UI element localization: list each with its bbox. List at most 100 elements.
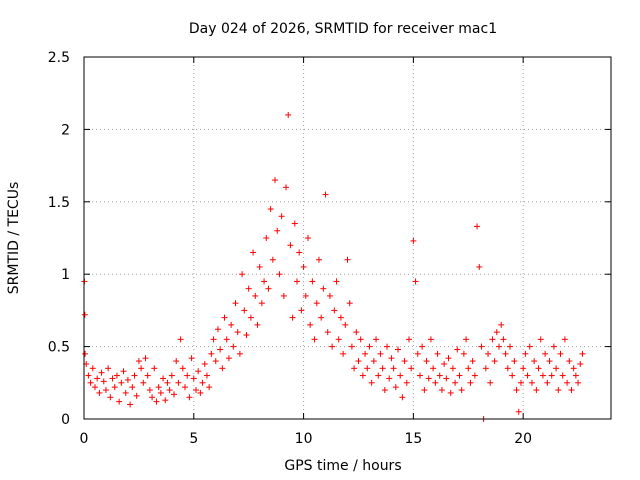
y-tick-label: 0.5 bbox=[48, 340, 70, 356]
data-point bbox=[326, 292, 333, 299]
data-point bbox=[397, 372, 404, 379]
data-point bbox=[175, 379, 182, 386]
data-point bbox=[263, 235, 270, 241]
data-point bbox=[296, 249, 303, 256]
data-point bbox=[399, 394, 406, 401]
data-point bbox=[85, 372, 92, 379]
data-point bbox=[186, 394, 193, 401]
data-point bbox=[214, 326, 221, 333]
y-tick-label: 2.5 bbox=[48, 50, 70, 66]
data-point bbox=[515, 408, 522, 415]
data-point bbox=[81, 311, 88, 318]
data-point bbox=[313, 300, 320, 307]
data-point bbox=[544, 379, 551, 386]
data-point bbox=[500, 336, 507, 343]
data-point bbox=[496, 343, 503, 350]
data-point bbox=[432, 379, 439, 386]
data-point bbox=[410, 237, 417, 244]
data-point bbox=[113, 372, 120, 379]
data-point bbox=[416, 372, 423, 379]
data-point bbox=[408, 365, 415, 372]
data-point bbox=[346, 300, 353, 307]
data-point bbox=[485, 350, 492, 357]
y-axis-label: SRMTID / TECUs bbox=[6, 182, 22, 295]
data-point bbox=[250, 249, 257, 256]
data-point bbox=[247, 314, 254, 321]
data-point bbox=[522, 350, 529, 357]
data-point bbox=[463, 336, 470, 343]
data-point bbox=[469, 358, 476, 365]
data-point bbox=[561, 336, 568, 343]
data-point bbox=[140, 379, 147, 386]
data-point bbox=[153, 398, 160, 405]
data-point bbox=[177, 336, 184, 343]
data-point bbox=[144, 372, 151, 379]
data-point bbox=[401, 358, 408, 365]
data-point bbox=[471, 372, 478, 379]
data-point bbox=[555, 387, 562, 394]
data-point bbox=[392, 384, 399, 391]
data-point bbox=[120, 368, 127, 375]
data-point bbox=[285, 111, 292, 118]
data-point bbox=[517, 379, 524, 386]
x-tick-label: 20 bbox=[514, 431, 532, 447]
y-tick-label: 1.5 bbox=[48, 195, 70, 211]
data-point bbox=[572, 372, 579, 379]
data-point bbox=[157, 389, 164, 396]
data-point bbox=[506, 343, 513, 350]
data-point bbox=[351, 365, 358, 372]
data-point bbox=[390, 365, 397, 372]
data-point bbox=[414, 350, 421, 357]
data-point bbox=[568, 387, 575, 394]
data-point bbox=[324, 329, 331, 336]
data-point bbox=[421, 387, 428, 394]
data-point bbox=[353, 329, 360, 336]
data-point bbox=[441, 360, 448, 367]
data-point bbox=[493, 329, 500, 336]
data-point bbox=[219, 365, 226, 372]
data-point bbox=[311, 336, 318, 343]
x-tick-label: 10 bbox=[295, 431, 313, 447]
x-tick-label: 15 bbox=[404, 431, 422, 447]
y-tick-label: 1 bbox=[61, 267, 70, 283]
data-point bbox=[548, 372, 555, 379]
data-point bbox=[304, 235, 311, 241]
data-point bbox=[122, 389, 129, 396]
data-point bbox=[337, 314, 344, 321]
data-point bbox=[445, 355, 452, 362]
data-point bbox=[252, 292, 259, 299]
data-point bbox=[395, 346, 402, 353]
data-point bbox=[293, 278, 300, 285]
data-point bbox=[344, 256, 351, 263]
data-point bbox=[138, 365, 145, 372]
data-point bbox=[179, 365, 186, 372]
data-point bbox=[221, 314, 228, 321]
data-point bbox=[370, 358, 377, 365]
y-tick-label: 2 bbox=[61, 122, 70, 138]
data-point bbox=[192, 387, 199, 394]
data-point bbox=[320, 285, 327, 292]
data-point bbox=[298, 307, 305, 314]
data-point bbox=[364, 365, 371, 372]
data-point bbox=[195, 368, 202, 375]
data-point bbox=[302, 292, 309, 299]
data-point bbox=[438, 387, 445, 394]
data-point bbox=[546, 358, 553, 365]
data-point bbox=[425, 375, 432, 382]
data-point bbox=[575, 379, 582, 386]
data-point bbox=[315, 256, 322, 263]
data-point bbox=[287, 242, 294, 249]
data-point bbox=[160, 375, 167, 382]
data-point bbox=[89, 365, 96, 372]
data-point bbox=[203, 372, 210, 379]
data-point bbox=[362, 350, 369, 357]
data-point bbox=[173, 358, 180, 365]
data-point bbox=[111, 384, 118, 391]
data-point bbox=[443, 375, 450, 382]
data-point bbox=[474, 223, 481, 230]
data-point bbox=[405, 336, 412, 343]
data-point bbox=[100, 378, 107, 385]
data-point bbox=[245, 285, 252, 292]
data-point bbox=[513, 387, 520, 394]
data-point bbox=[91, 384, 98, 391]
